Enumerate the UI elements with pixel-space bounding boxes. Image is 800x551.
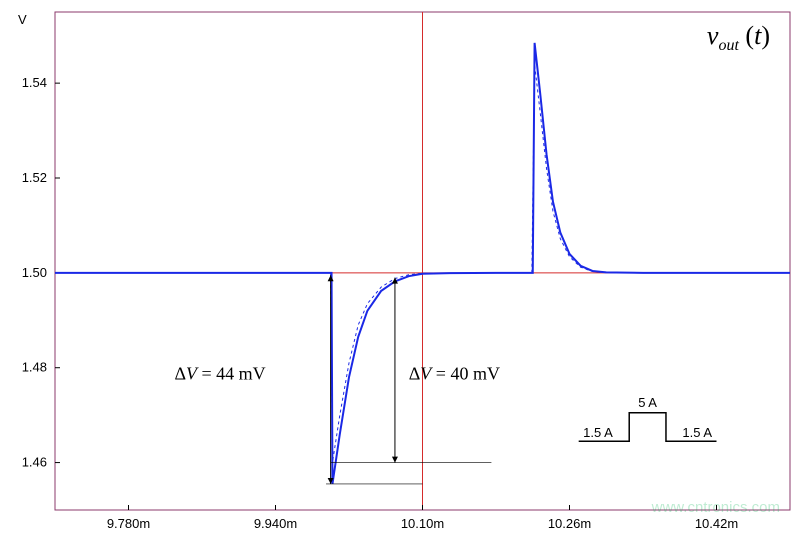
x-tick-label: 9.940m (254, 516, 297, 531)
y-tick-label: 1.46 (22, 455, 47, 470)
load-high: 5 A (638, 395, 657, 410)
x-tick-label: 9.780m (107, 516, 150, 531)
chart-container: 1.46 1.48 1.50 1.52 1.54 9.780m 9.940m 10.10m 10… (0, 0, 800, 551)
x-tick-label: 10.10m (401, 516, 444, 531)
load-low-left: 1.5 A (583, 425, 613, 440)
chart-bg (0, 0, 800, 551)
y-tick-label: 1.50 (22, 265, 47, 280)
watermark: www.cntronics.com (651, 499, 780, 516)
y-tick-label: 1.52 (22, 170, 47, 185)
delta-v-label-1: ΔV = 44 mV (174, 364, 265, 384)
y-tick-label: 1.54 (22, 75, 47, 90)
x-tick-label: 10.26m (548, 516, 591, 531)
x-tick-label: 10.42m (695, 516, 738, 531)
y-tick-label: 1.48 (22, 360, 47, 375)
transient-response-chart: 1.46 1.48 1.50 1.52 1.54 9.780m 9.940m 10.10m 10… (0, 0, 800, 551)
load-low-right: 1.5 A (682, 425, 712, 440)
y-axis-title: V (18, 12, 27, 27)
delta-v-label-2: ΔV = 40 mV (409, 364, 500, 384)
chart-title: vout (t) (707, 21, 770, 54)
